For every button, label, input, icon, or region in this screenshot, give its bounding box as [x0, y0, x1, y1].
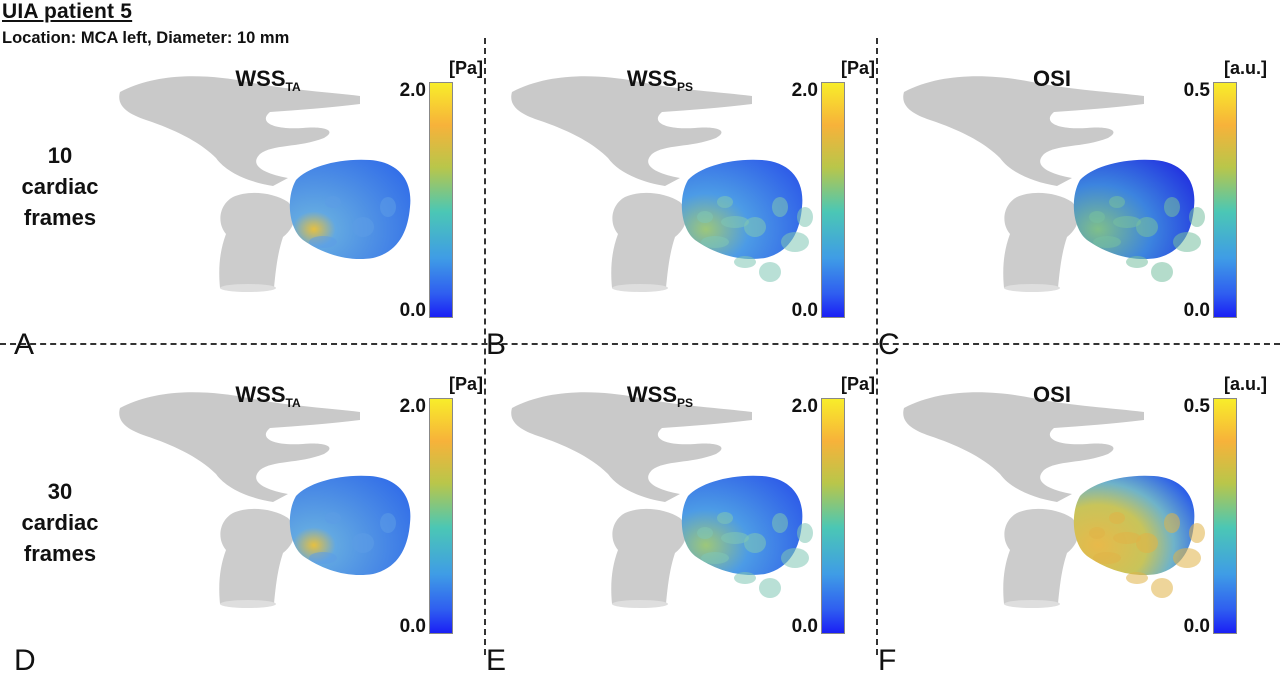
row-label-10-frames: 10 cardiac frames — [21, 143, 99, 230]
lower-vessel — [1003, 192, 1079, 288]
panel-f: OSI [a.u.] 0.5 0.0 F — [878, 374, 1272, 677]
colorbar-min-label: 0.0 — [1183, 616, 1210, 637]
metric-name: WSS — [235, 382, 286, 407]
colorbar — [1213, 82, 1237, 318]
panel-d: WSSTA [Pa] 2.0 0.0 D — [14, 374, 488, 677]
panel-letter: D — [14, 644, 36, 677]
colorbar-max-label: 2.0 — [399, 80, 426, 101]
colorbar-unit: [a.u.] — [1224, 58, 1267, 78]
colorbar-min-label: 0.0 — [399, 300, 426, 321]
vessel-geometry — [903, 76, 1205, 292]
vessel-cut-plane — [1004, 284, 1060, 292]
colorbar-unit: [Pa] — [448, 374, 483, 394]
colorbar-max-label: 2.0 — [399, 396, 426, 417]
panel-e: WSSPS [Pa] 2.0 0.0 E — [486, 374, 880, 677]
aneurysm-dome — [289, 159, 411, 260]
vessel-geometry — [903, 392, 1205, 608]
column-divider — [876, 38, 878, 655]
vessel-cut-plane — [1004, 600, 1060, 608]
colorbar-unit: [Pa] — [448, 58, 483, 78]
panel-b: WSSPS [Pa] 2.0 0.0 B — [486, 58, 880, 361]
panel-title: OSI — [977, 382, 1127, 410]
row-label-30-frames: 30 cardiac frames — [21, 479, 99, 566]
aneurysm-dome — [289, 475, 411, 576]
vessel-cut-plane — [612, 284, 668, 292]
colorbar-unit: [a.u.] — [1224, 374, 1267, 394]
panel-title: WSSPS — [585, 66, 735, 94]
colorbar — [821, 398, 845, 634]
colorbar-unit: [Pa] — [840, 58, 875, 78]
colorbar-max-label: 0.5 — [1183, 396, 1210, 417]
lower-vessel — [611, 192, 687, 288]
parent-vessel — [119, 76, 361, 186]
colorbar-max-label: 2.0 — [791, 396, 818, 417]
vessel-cut-plane — [612, 600, 668, 608]
parent-vessel — [903, 392, 1144, 502]
lower-vessel — [219, 192, 295, 288]
metric-subscript: TA — [285, 80, 301, 94]
row-divider — [0, 343, 1280, 345]
figure-title: UIA patient 5 — [2, 0, 133, 23]
metric-subscript: PS — [677, 396, 694, 410]
colorbar — [821, 82, 845, 318]
vessel-cut-plane — [220, 600, 276, 608]
vessel-geometry — [119, 76, 411, 292]
panel-letter: C — [878, 328, 900, 361]
aneurysm-dome — [681, 475, 803, 576]
lower-vessel — [219, 508, 295, 604]
parent-vessel — [511, 76, 752, 186]
colorbar-min-label: 0.0 — [791, 300, 818, 321]
parent-vessel — [903, 76, 1144, 186]
aneurysm-dome — [1073, 475, 1195, 576]
vessel-geometry — [511, 392, 813, 608]
parent-vessel — [119, 392, 361, 502]
panel-title: WSSTA — [193, 66, 343, 94]
metric-name: WSS — [235, 66, 286, 91]
metric-name: WSS — [626, 66, 678, 91]
metric-subscript: PS — [677, 80, 694, 94]
aneurysm-dome — [1073, 159, 1195, 260]
panel-letter: E — [486, 644, 507, 677]
panel-a: WSSTA [Pa] 2.0 0.0 A — [14, 58, 488, 361]
lower-vessel — [611, 508, 687, 604]
colorbar — [429, 82, 453, 318]
vessel-cut-plane — [220, 284, 276, 292]
vessel-geometry — [511, 76, 813, 292]
column-divider — [484, 38, 486, 655]
colorbar — [1213, 398, 1237, 634]
aneurysm-dome — [681, 159, 803, 260]
metric-name: WSS — [626, 382, 678, 407]
colorbar-min-label: 0.0 — [1183, 300, 1210, 321]
panel-c: OSI [a.u.] 0.5 0.0 C — [878, 58, 1272, 361]
colorbar-max-label: 0.5 — [1183, 80, 1210, 101]
metric-subscript: TA — [285, 396, 301, 410]
colorbar-min-label: 0.0 — [791, 616, 818, 637]
panel-title: OSI — [977, 66, 1127, 94]
metric-name: OSI — [1033, 382, 1071, 407]
figure-subtitle: Location: MCA left, Diameter: 10 mm — [2, 29, 290, 47]
metric-name: OSI — [1033, 66, 1071, 91]
panel-letter: A — [14, 328, 35, 361]
vessel-geometry — [119, 392, 411, 608]
lower-vessel — [1003, 508, 1079, 604]
panel-letter: F — [878, 644, 897, 677]
colorbar — [429, 398, 453, 634]
panel-title: WSSPS — [585, 382, 735, 410]
parent-vessel — [511, 392, 752, 502]
colorbar-min-label: 0.0 — [399, 616, 426, 637]
colorbar-max-label: 2.0 — [791, 80, 818, 101]
panel-title: WSSTA — [193, 382, 343, 410]
panel-letter: B — [486, 328, 507, 361]
colorbar-unit: [Pa] — [840, 374, 875, 394]
